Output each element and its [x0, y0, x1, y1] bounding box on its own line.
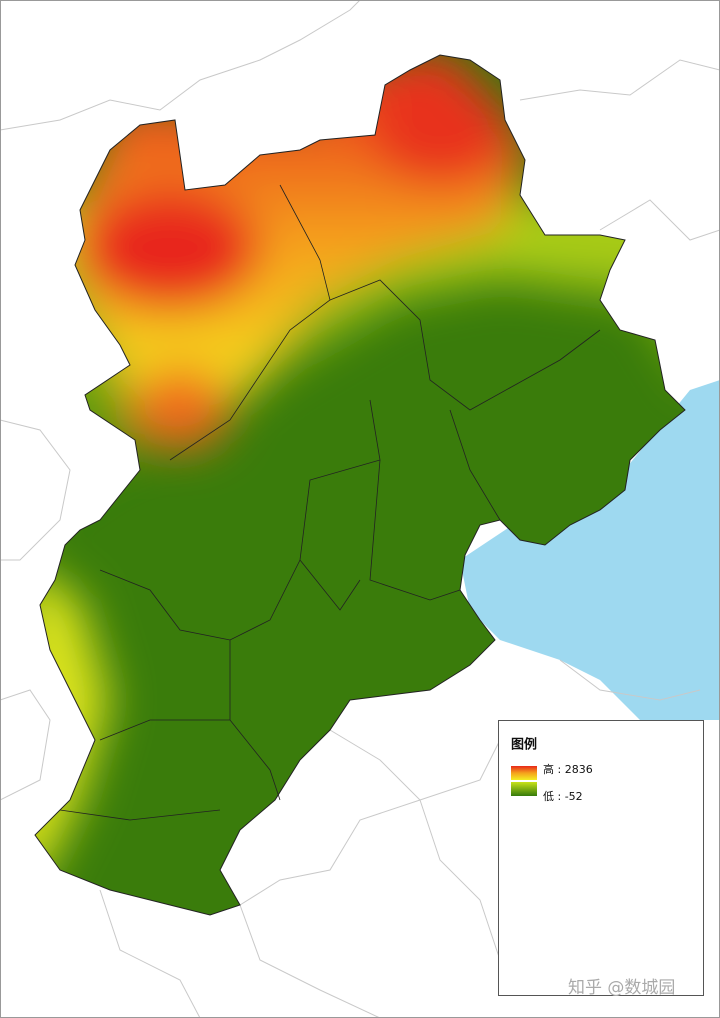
watermark: 知乎 @数城园	[568, 978, 675, 998]
legend-low-swatch	[511, 782, 537, 796]
sea	[460, 380, 720, 720]
legend-high-swatch	[511, 766, 537, 780]
legend-title: 图例	[511, 737, 537, 753]
legend-box	[498, 720, 704, 996]
legend: 图例 高 : 2836 低 : -52	[498, 720, 704, 996]
legend-high-label: 高 : 2836	[543, 762, 593, 776]
legend-low-label: 低 : -52	[543, 790, 583, 803]
city-boundaries	[59, 184, 601, 821]
